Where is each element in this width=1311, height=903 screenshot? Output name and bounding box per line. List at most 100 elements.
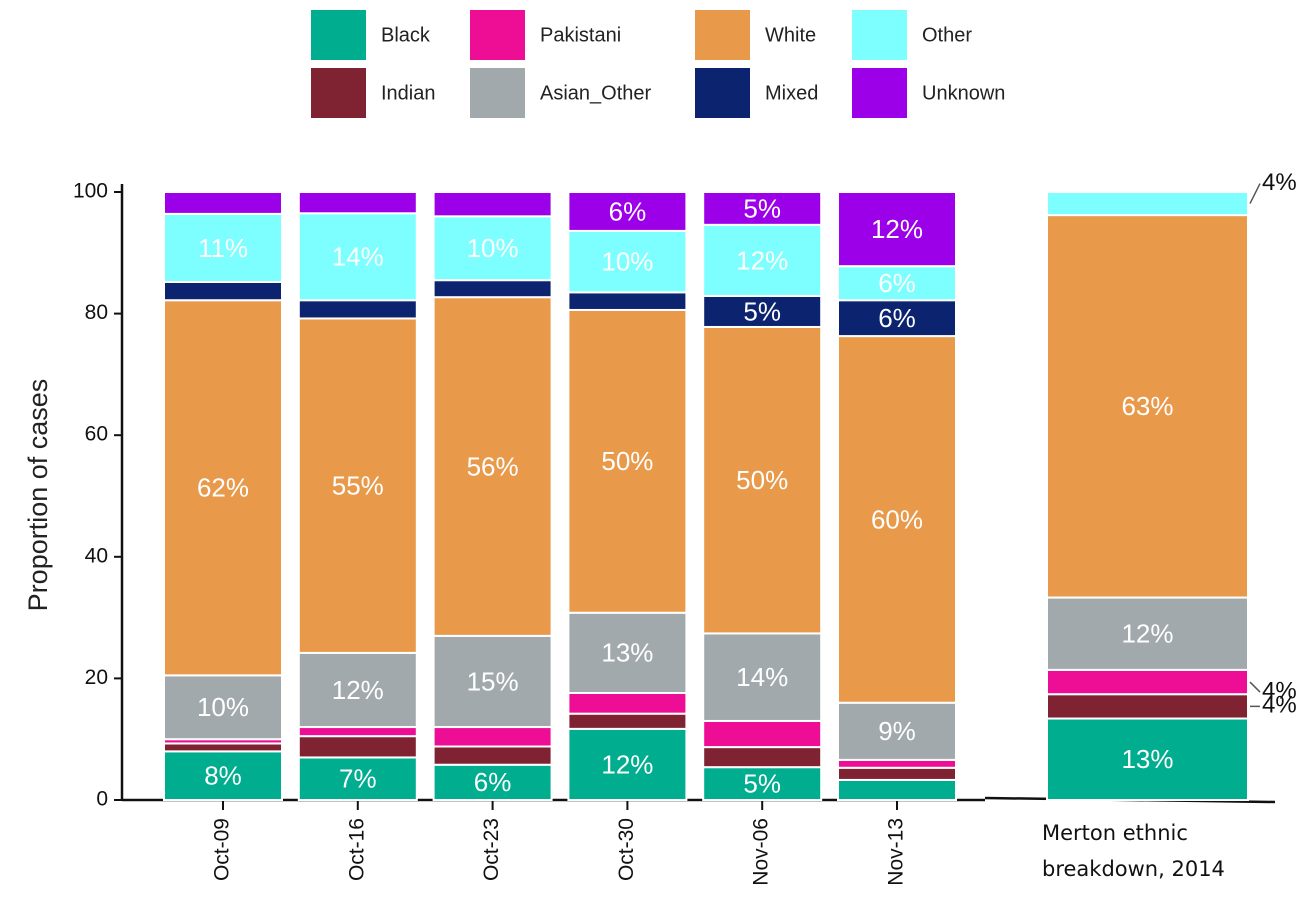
bar-segment xyxy=(432,191,553,218)
y-tick-label: 0 xyxy=(96,788,108,811)
x-tick-label: Oct-16 xyxy=(345,818,368,881)
bar-segment xyxy=(837,299,957,338)
bar-segment xyxy=(432,279,553,299)
value-label: 10% xyxy=(601,246,653,276)
bar-segment xyxy=(837,265,957,302)
bar-segment xyxy=(567,611,688,694)
bar-segment xyxy=(163,191,283,215)
legend-label: Unknown xyxy=(922,82,1005,104)
value-label: 12% xyxy=(332,675,384,705)
value-label: 50% xyxy=(601,446,653,476)
value-label: 6% xyxy=(878,303,916,333)
x-tick-label: Oct-23 xyxy=(480,818,503,881)
legend-label: Pakistani xyxy=(540,24,621,46)
value-label: 7% xyxy=(339,764,377,794)
bar-segment xyxy=(432,296,553,637)
bar-segment xyxy=(567,291,688,311)
value-label: 6% xyxy=(609,196,647,226)
bar-segment xyxy=(837,701,957,761)
bar-segment xyxy=(163,280,283,302)
bar-segment xyxy=(837,335,957,704)
bar-segment xyxy=(702,746,823,769)
value-label: 13% xyxy=(601,638,653,668)
bar-segment xyxy=(567,727,688,802)
legend-label: Other xyxy=(922,24,972,46)
x-tick-label-box: Merton ethnic breakdown, 2014 xyxy=(1042,821,1225,881)
bar-segment xyxy=(297,191,418,215)
value-label: 6% xyxy=(474,767,512,797)
legend-swatch xyxy=(695,10,750,60)
legend-label: Asian_Other xyxy=(540,82,652,104)
y-tick-label: 20 xyxy=(85,666,108,689)
value-label: 5% xyxy=(743,296,781,326)
bar-segment xyxy=(1046,596,1249,671)
value-label: 15% xyxy=(467,666,519,696)
bar-segment xyxy=(1046,191,1249,217)
value-label: 14% xyxy=(332,242,384,272)
bar-segment xyxy=(567,308,688,614)
legend-label: Mixed xyxy=(765,82,818,104)
bar-segment xyxy=(297,651,418,729)
bar-segment xyxy=(837,758,957,769)
legend-swatch xyxy=(852,68,907,118)
bar-segment xyxy=(1046,693,1249,720)
bar-segment xyxy=(567,191,688,232)
value-label: 12% xyxy=(601,749,653,779)
bar-segment xyxy=(297,726,418,738)
value-label: 5% xyxy=(743,193,781,223)
bar-segment xyxy=(702,191,823,226)
bar-segment xyxy=(297,756,418,802)
value-label: 8% xyxy=(204,761,242,791)
bar-segment xyxy=(1046,668,1249,696)
bar-segment xyxy=(702,223,823,297)
bar-segment xyxy=(163,674,283,741)
bar-segment xyxy=(1046,214,1249,599)
y-axis-title: Proportion of cases xyxy=(23,379,53,612)
bar-segment xyxy=(432,745,553,766)
y-tick-label: 100 xyxy=(73,180,108,203)
value-label: 5% xyxy=(743,768,781,798)
x-tick-label: Oct-30 xyxy=(615,818,638,881)
legend-swatch xyxy=(470,10,525,60)
legend-swatch xyxy=(311,68,366,118)
value-label: 12% xyxy=(1121,619,1173,649)
legend-label: Indian xyxy=(381,82,436,104)
legend-label: Black xyxy=(381,24,431,46)
leader-line xyxy=(1249,681,1261,693)
bar-segment xyxy=(163,742,283,753)
value-label: 12% xyxy=(871,214,923,244)
legend-swatch xyxy=(852,10,907,60)
y-tick-label: 60 xyxy=(85,423,108,446)
value-label: 10% xyxy=(467,233,519,263)
bar-segment xyxy=(702,766,823,802)
value-label: 55% xyxy=(332,471,384,501)
value-label: 62% xyxy=(197,473,249,503)
legend-swatch xyxy=(695,68,750,118)
value-label: 50% xyxy=(736,465,788,495)
value-label: 4% xyxy=(1262,169,1297,196)
value-label: 6% xyxy=(878,268,916,298)
value-label: 10% xyxy=(197,692,249,722)
value-label: 11% xyxy=(198,233,248,263)
value-label: 63% xyxy=(1121,391,1173,421)
bar-segment xyxy=(837,191,957,268)
leader-line xyxy=(1249,183,1261,204)
bar-segment xyxy=(432,215,553,282)
bar-segment xyxy=(163,212,283,283)
bar-segment xyxy=(702,719,823,749)
bar-segment xyxy=(702,325,823,635)
value-label: 12% xyxy=(736,245,788,275)
value-label: 60% xyxy=(871,504,923,534)
bar-segment xyxy=(297,299,418,320)
bar-segment xyxy=(297,317,418,654)
x-tick-label: Nov-13 xyxy=(885,818,908,886)
y-tick-label: 80 xyxy=(85,301,108,324)
bar-segment xyxy=(432,634,553,729)
bar-segment xyxy=(297,735,418,759)
bar-segment xyxy=(837,778,957,801)
bar-segment xyxy=(702,632,823,722)
legend-swatch xyxy=(311,10,366,60)
x-tick-label: Oct-09 xyxy=(211,818,234,881)
